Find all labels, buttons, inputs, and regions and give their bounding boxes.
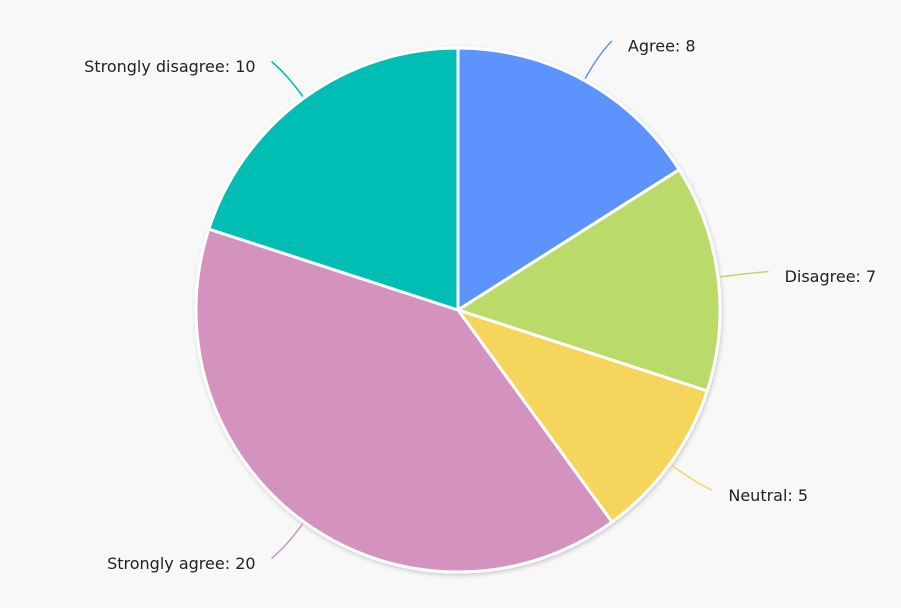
slice-label: Strongly disagree: 10 [84, 57, 255, 76]
leader-line [271, 61, 304, 97]
pie-slice [454, 167, 722, 393]
leader-line [671, 464, 713, 492]
slice-label: Neutral: 5 [728, 486, 808, 505]
slice-label: Disagree: 7 [785, 267, 877, 286]
slice-label: Agree: 8 [628, 36, 696, 55]
slice-label: Strongly agree: 20 [107, 554, 255, 573]
pie [194, 46, 722, 574]
leader-line [584, 40, 613, 80]
pie-slice [206, 46, 460, 313]
pie-slice [454, 307, 710, 525]
pie-slice [194, 227, 615, 574]
pie-slice [456, 46, 682, 313]
leader-line [271, 523, 304, 559]
leader-line [719, 270, 769, 278]
